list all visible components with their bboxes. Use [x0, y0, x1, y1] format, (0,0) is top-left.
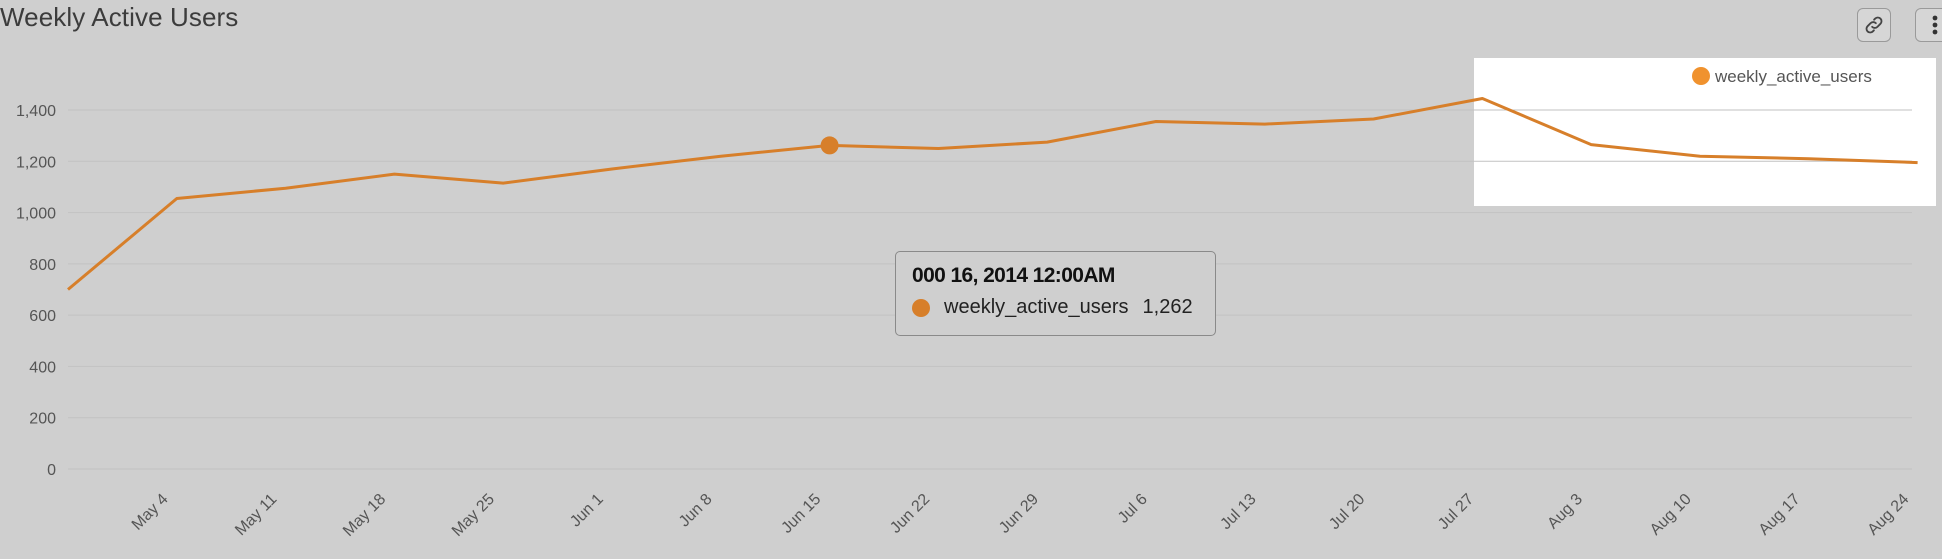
- x-tick-label: Jun 15: [778, 491, 824, 537]
- tooltip-value: 1,262: [1142, 296, 1193, 318]
- y-tick-label: 400: [29, 359, 56, 376]
- y-tick-label: 1,400: [16, 103, 56, 120]
- data-point[interactable]: [934, 144, 942, 152]
- x-tick-label: Aug 3: [1544, 491, 1586, 533]
- chart-title: Weekly Active Users: [0, 2, 239, 32]
- tooltip-series-name: weekly_active_users: [944, 296, 1129, 318]
- x-tick-label: Jul 20: [1326, 491, 1368, 533]
- tooltip: 000 16, 2014 12:00AM weekly_active_users…: [895, 251, 1216, 336]
- data-point[interactable]: [1261, 120, 1269, 128]
- data-point[interactable]: [1043, 138, 1051, 146]
- data-point[interactable]: [1696, 152, 1704, 160]
- x-tick-label: Jul 27: [1435, 491, 1477, 533]
- x-tick-label: May 25: [449, 491, 498, 540]
- more-vertical-icon: [1932, 15, 1938, 35]
- legend-label[interactable]: weekly_active_users: [1714, 67, 1872, 86]
- data-point[interactable]: [173, 194, 181, 202]
- highlighted-data-point[interactable]: [820, 136, 839, 155]
- x-tick-label: Jun 29: [996, 491, 1042, 537]
- legend-dot: [1692, 67, 1710, 85]
- x-tick-label: Aug 24: [1865, 491, 1913, 539]
- link-icon: [1865, 16, 1883, 34]
- more-options-button[interactable]: [1915, 8, 1942, 42]
- y-tick-label: 800: [29, 257, 56, 274]
- y-tick-label: 600: [29, 308, 56, 325]
- y-tick-label: 1,200: [16, 154, 56, 171]
- data-point[interactable]: [1152, 118, 1160, 126]
- tooltip-row: weekly_active_users 1,262: [912, 296, 1199, 319]
- data-point[interactable]: [1478, 94, 1486, 102]
- y-tick-label: 0: [47, 462, 56, 479]
- x-tick-label: Jun 1: [567, 491, 607, 531]
- x-tick-label: May 4: [129, 491, 172, 534]
- x-tick-label: Aug 10: [1647, 491, 1695, 539]
- data-point[interactable]: [1587, 141, 1595, 149]
- series-line-weekly-active-users: [67, 97, 1918, 291]
- x-tick-label: Jul 13: [1217, 491, 1259, 533]
- x-tick-label: Jun 22: [887, 491, 933, 537]
- x-tick-label: May 18: [340, 491, 389, 540]
- data-point[interactable]: [1805, 155, 1813, 163]
- tooltip-date: 000 16, 2014 12:00AM: [912, 264, 1115, 287]
- x-tick-label: Jul 6: [1115, 491, 1151, 527]
- data-point[interactable]: [64, 286, 72, 294]
- x-tick-label: Aug 17: [1756, 491, 1804, 539]
- data-point[interactable]: [282, 184, 290, 192]
- data-point[interactable]: [1370, 115, 1378, 123]
- data-point[interactable]: [608, 165, 616, 173]
- data-point[interactable]: [390, 170, 398, 178]
- x-tick-label: May 11: [232, 491, 280, 539]
- data-point[interactable]: [1914, 159, 1922, 167]
- x-tick-label: Jun 8: [676, 491, 716, 531]
- data-point[interactable]: [717, 152, 725, 160]
- y-tick-label: 200: [29, 411, 56, 428]
- tooltip-series-dot: [912, 298, 930, 317]
- y-tick-label: 1,000: [16, 206, 56, 223]
- link-button[interactable]: [1857, 8, 1891, 42]
- data-point[interactable]: [499, 179, 507, 187]
